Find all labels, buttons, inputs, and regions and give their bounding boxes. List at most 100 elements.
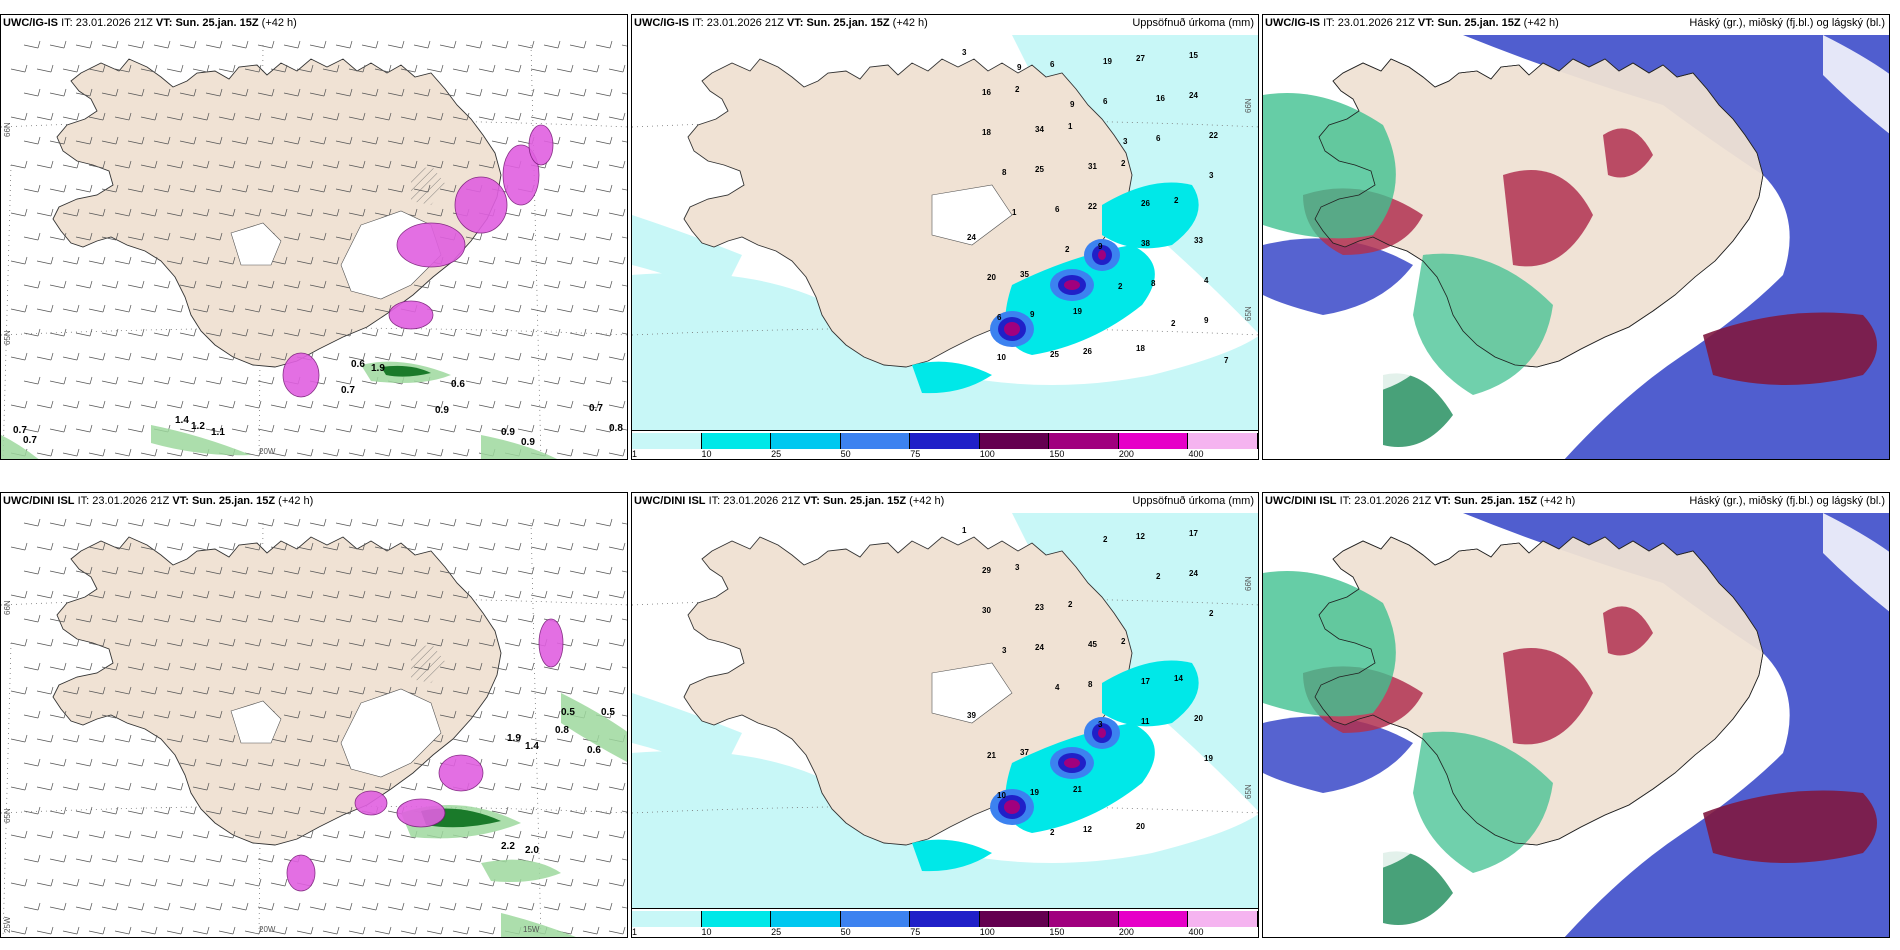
panel-header: UWC/IG-IS IT: 23.01.2026 21Z VT: Sun. 25… [634, 17, 928, 29]
precip-value-label: 9 [1017, 63, 1022, 72]
precip-map: 3212224351918151634312633209262724182522… [632, 15, 1258, 459]
precip-value-label: 20 [1136, 822, 1145, 831]
precip-value-label: 25 [1050, 350, 1059, 359]
model-name: UWC/IG-IS [634, 17, 689, 29]
wind-value-label: 1.4 [175, 415, 189, 426]
colorbar-label: 25 [771, 927, 782, 937]
precip-value-label: 31 [1088, 162, 1097, 171]
precip-value-label: 3 [1209, 171, 1214, 180]
precip-value-label: 2 [1118, 282, 1123, 291]
precip-value-label: 19 [1103, 57, 1112, 66]
cloud-map [1263, 15, 1889, 459]
precip-value-label: 3 [1098, 720, 1103, 729]
valid-label: VT: [1417, 17, 1435, 29]
precip-value-label: 1 [962, 526, 967, 535]
precip-value-label: 6 [1055, 205, 1060, 214]
precip-value-label: 45 [1088, 640, 1097, 649]
colorbar-swatch [1188, 433, 1258, 449]
valid-time: Sun. 25.jan. 15Z [191, 495, 276, 507]
precip-value-label: 22 [1088, 202, 1097, 211]
colorbar-label: 100 [979, 449, 995, 459]
wind-value-label: 0.7 [589, 403, 603, 414]
init-time: 23.01.2026 21Z [723, 495, 801, 507]
model-name: UWC/IG-IS [3, 17, 58, 29]
panel-wind-igis: 0.6 1.9 0.6 0.9 0.7 0.7 0.7 1.4 1.2 1.1 0.7 0.9 0.9 0… [0, 14, 628, 460]
colorbar-swatch [632, 433, 702, 449]
wind-value-label: 0.6 [451, 379, 465, 390]
precip-value-label: 3 [1123, 137, 1128, 146]
wind-value-label: 1.9 [507, 733, 521, 744]
precip-value-label: 27 [1136, 54, 1145, 63]
init-time: 23.01.2026 21Z [706, 17, 784, 29]
panel-cloud-dini: UWC/DINI ISL IT: 23.01.2026 21Z VT: Sun.… [1262, 492, 1890, 938]
precip-value-label: 19 [1204, 754, 1213, 763]
precip-value-label: 1 [1012, 208, 1017, 217]
grid-tick-label: 65N [3, 330, 12, 345]
model-name: UWC/DINI ISL [634, 495, 706, 507]
grid-tick-label: 66N [1244, 98, 1253, 113]
colorbar-label: 50 [840, 927, 851, 937]
precip-value-label: 25 [1035, 165, 1044, 174]
precip-value-label: 26 [1141, 199, 1150, 208]
colorbar-swatch [979, 433, 1050, 449]
wind-value-label: 1.1 [211, 427, 225, 438]
wind-value-label: 0.6 [351, 359, 365, 370]
precip-value-label: 16 [1156, 94, 1165, 103]
precip-colorbar: 1 10 25 50 75 100 150 200 400 [632, 908, 1258, 937]
precip-value-label: 2 [1068, 600, 1073, 609]
colorbar-label: 75 [910, 927, 921, 937]
precip-value-label: 17 [1189, 529, 1198, 538]
colorbar-swatch [701, 911, 772, 927]
init-label: IT: [77, 495, 90, 507]
precip-value-label: 2 [1156, 572, 1161, 581]
valid-time: Sun. 25.jan. 15Z [1453, 495, 1538, 507]
colorbar-label: 75 [910, 449, 921, 459]
precip-value-label: 2 [1174, 196, 1179, 205]
colorbar-swatch [771, 433, 841, 449]
colorbar-label: 10 [701, 449, 712, 459]
precip-value-label: 6 [997, 313, 1002, 322]
wind-value-label: 0.5 [601, 707, 615, 718]
precip-value-label: 35 [1020, 270, 1029, 279]
grid-tick-label: 65N [1244, 306, 1253, 321]
init-label: IT: [692, 17, 704, 29]
precip-value-label: 4 [1204, 276, 1209, 285]
precip-value-label: 2 [1209, 609, 1214, 618]
precip-value-label: 19 [1030, 788, 1039, 797]
precip-value-label: 34 [1035, 125, 1044, 134]
precip-value-label: 10 [997, 353, 1006, 362]
lead-time: (+42 h) [909, 495, 945, 507]
colorbar-swatch [910, 433, 980, 449]
precip-value-label: 24 [1189, 91, 1198, 100]
colorbar-label: 200 [1118, 449, 1134, 459]
precip-value-label: 12 [1136, 532, 1145, 541]
colorbar-swatch [1118, 911, 1189, 927]
precip-value-label: 19 [1073, 307, 1082, 316]
model-name: UWC/DINI ISL [3, 495, 75, 507]
wind-value-label: 0.9 [521, 437, 535, 448]
precip-value-label: 39 [967, 711, 976, 720]
panel-header: UWC/IG-IS IT: 23.01.2026 21Z VT: Sun. 25… [3, 17, 297, 29]
panel-title: Uppsöfnuð úrkoma (mm) [1132, 17, 1254, 29]
precip-value-label: 3 [1015, 563, 1020, 572]
lead-time: (+42 h) [1540, 495, 1576, 507]
precip-value-label: 8 [1002, 168, 1007, 177]
init-label: IT: [1339, 495, 1352, 507]
colorbar-label: 150 [1049, 449, 1065, 459]
wind-value-label: 0.9 [501, 427, 515, 438]
init-time: 23.01.2026 21Z [92, 495, 170, 507]
precip-value-label: 14 [1174, 674, 1183, 683]
colorbar-label: 400 [1188, 449, 1204, 459]
colorbar-swatch [632, 911, 702, 927]
precip-value-label: 16 [982, 88, 991, 97]
panel-cloud-igis: UWC/IG-IS IT: 23.01.2026 21Z VT: Sun. 25… [1262, 14, 1890, 460]
grid-tick-label: 66N [1244, 576, 1253, 591]
grid-tick-label: 65N [1244, 784, 1253, 799]
valid-time: Sun. 25.jan. 15Z [806, 17, 890, 29]
wind-value-label: 1.9 [371, 363, 385, 374]
init-time: 23.01.2026 21Z [1354, 495, 1432, 507]
wind-value-label: 0.7 [13, 425, 27, 436]
grid-tick-label: 66N [3, 600, 12, 615]
precip-value-label: 7 [1224, 356, 1229, 365]
precip-value-label: 2 [1103, 535, 1108, 544]
